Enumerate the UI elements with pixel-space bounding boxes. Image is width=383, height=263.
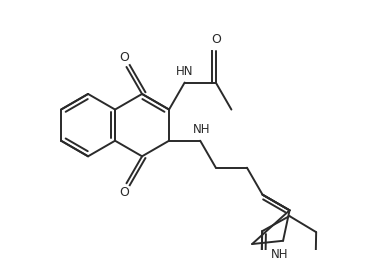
- Text: O: O: [119, 52, 129, 64]
- Text: O: O: [119, 186, 129, 199]
- Text: HN: HN: [176, 65, 193, 78]
- Text: NH: NH: [270, 248, 288, 261]
- Text: O: O: [211, 33, 221, 46]
- Text: NH: NH: [192, 123, 210, 136]
